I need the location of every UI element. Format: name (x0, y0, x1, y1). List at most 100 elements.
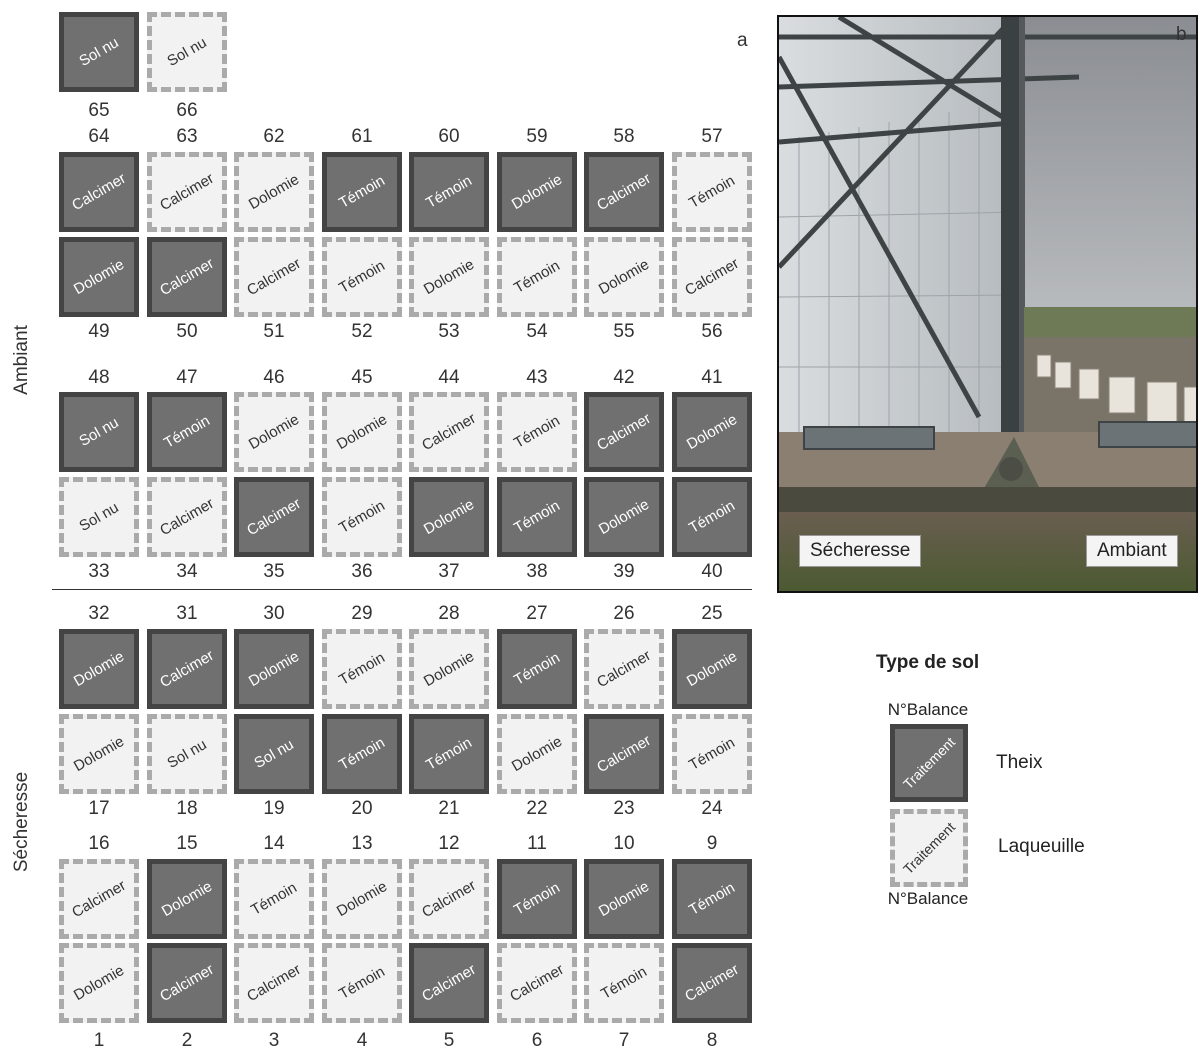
plot-33-number: 33 (88, 561, 110, 582)
plot-8-treatment: Calcimer (682, 960, 742, 1006)
plot-43-treatment: Témoin (511, 412, 563, 452)
plot-17: Dolomie (59, 714, 139, 794)
plot-20-treatment: Témoin (336, 734, 388, 774)
plot-26-number: 26 (613, 603, 635, 624)
plot-22-treatment: Dolomie (508, 732, 566, 776)
plot-26: Calcimer (584, 629, 664, 709)
plot-56: Calcimer (672, 237, 752, 317)
plot-59-treatment: Dolomie (508, 170, 566, 214)
plot-5: Calcimer (409, 943, 489, 1023)
plot-7: Témoin (584, 943, 664, 1023)
plot-55: Dolomie (584, 237, 664, 317)
plot-47: Témoin (147, 392, 227, 472)
plot-59: Dolomie (497, 152, 577, 232)
plot-48-number: 48 (88, 367, 110, 388)
plot-1-number: 1 (93, 1030, 105, 1051)
plot-31-treatment: Calcimer (157, 646, 217, 692)
greenhouse-photo-illustration (779, 17, 1196, 591)
plot-38: Témoin (497, 477, 577, 557)
plot-30-treatment: Dolomie (245, 647, 303, 691)
plot-14-number: 14 (263, 833, 285, 854)
plot-5-treatment: Calcimer (419, 960, 479, 1006)
plot-17-treatment: Dolomie (70, 732, 128, 776)
plot-4-number: 4 (356, 1030, 368, 1051)
plot-52-treatment: Témoin (336, 257, 388, 297)
plot-15: Dolomie (147, 859, 227, 939)
plot-50-treatment: Calcimer (157, 254, 217, 300)
plot-25-number: 25 (701, 603, 723, 624)
plot-52-number: 52 (351, 321, 373, 342)
plot-25: Dolomie (672, 629, 752, 709)
plot-64: Calcimer (59, 152, 139, 232)
plot-10-treatment: Dolomie (595, 877, 653, 921)
plot-28-treatment: Dolomie (420, 647, 478, 691)
plot-65-treatment: Sol nu (76, 34, 122, 70)
plot-44: Calcimer (409, 392, 489, 472)
plot-31: Calcimer (147, 629, 227, 709)
plot-41-treatment: Dolomie (683, 410, 741, 454)
plot-38-number: 38 (526, 561, 548, 582)
plot-42-treatment: Calcimer (594, 409, 654, 455)
plot-46: Dolomie (234, 392, 314, 472)
legend-laqueuille-box-text: Traitement (899, 818, 959, 878)
plot-44-treatment: Calcimer (419, 409, 479, 455)
legend-theix-label: Theix (996, 752, 1043, 773)
plot-66-number: 66 (176, 100, 198, 121)
plot-23-treatment: Calcimer (594, 731, 654, 777)
plot-20-number: 20 (351, 798, 373, 819)
legend-balance-number-top: N°Balance (887, 700, 969, 719)
plot-36-treatment: Témoin (336, 497, 388, 537)
plot-45-number: 45 (351, 367, 373, 388)
plot-34: Calcimer (147, 477, 227, 557)
plot-6: Calcimer (497, 943, 577, 1023)
plot-61-treatment: Témoin (336, 172, 388, 212)
plot-35-treatment: Calcimer (244, 494, 304, 540)
plot-19-treatment: Sol nu (251, 736, 297, 772)
plot-14-treatment: Témoin (248, 879, 300, 919)
plot-15-number: 15 (176, 833, 198, 854)
plot-47-number: 47 (176, 367, 198, 388)
plot-54: Témoin (497, 237, 577, 317)
plot-51-number: 51 (263, 321, 285, 342)
plot-layout-panel: Sol nu 65 Sol nu 66 Calcimer 64 Calcimer 63 Dolo… (59, 12, 752, 1051)
legend-title: Type de sol (876, 652, 980, 673)
plot-2: Calcimer (147, 943, 227, 1023)
plot-59-number: 59 (526, 126, 548, 147)
plot-13-number: 13 (351, 833, 373, 854)
plot-57: Témoin (672, 152, 752, 232)
plot-53-treatment: Dolomie (420, 255, 478, 299)
plot-1-treatment: Dolomie (70, 961, 128, 1005)
plot-11-number: 11 (527, 833, 547, 854)
plot-37: Dolomie (409, 477, 489, 557)
plot-1: Dolomie (59, 943, 139, 1023)
plot-3-number: 3 (268, 1030, 280, 1051)
plot-65-number: 65 (88, 100, 110, 121)
plot-21-treatment: Témoin (423, 734, 475, 774)
plot-55-treatment: Dolomie (595, 255, 653, 299)
plot-3-treatment: Calcimer (244, 960, 304, 1006)
treatment-divider-line (52, 589, 752, 590)
plot-38-treatment: Témoin (511, 497, 563, 537)
plot-35: Calcimer (234, 477, 314, 557)
plot-63-treatment: Calcimer (157, 169, 217, 215)
plot-39-treatment: Dolomie (595, 495, 653, 539)
plot-26-treatment: Calcimer (594, 646, 654, 692)
plot-28: Dolomie (409, 629, 489, 709)
plot-21-number: 21 (438, 798, 460, 819)
plot-65: Sol nu (59, 12, 139, 92)
plot-57-number: 57 (701, 126, 723, 147)
photo-label-ambiant: Ambiant (1086, 535, 1178, 567)
plot-61-number: 61 (351, 126, 373, 147)
plot-29-treatment: Témoin (336, 649, 388, 689)
plot-16: Calcimer (59, 859, 139, 939)
plot-31-number: 31 (176, 603, 198, 624)
plot-54-number: 54 (526, 321, 548, 342)
plot-56-treatment: Calcimer (682, 254, 742, 300)
plot-45-treatment: Dolomie (333, 410, 391, 454)
plot-6-number: 6 (531, 1030, 543, 1051)
photo-label-secheresse: Sécheresse (799, 535, 922, 567)
plot-20: Témoin (322, 714, 402, 794)
plot-16-number: 16 (88, 833, 110, 854)
plot-60-treatment: Témoin (423, 172, 475, 212)
plot-58: Calcimer (584, 152, 664, 232)
